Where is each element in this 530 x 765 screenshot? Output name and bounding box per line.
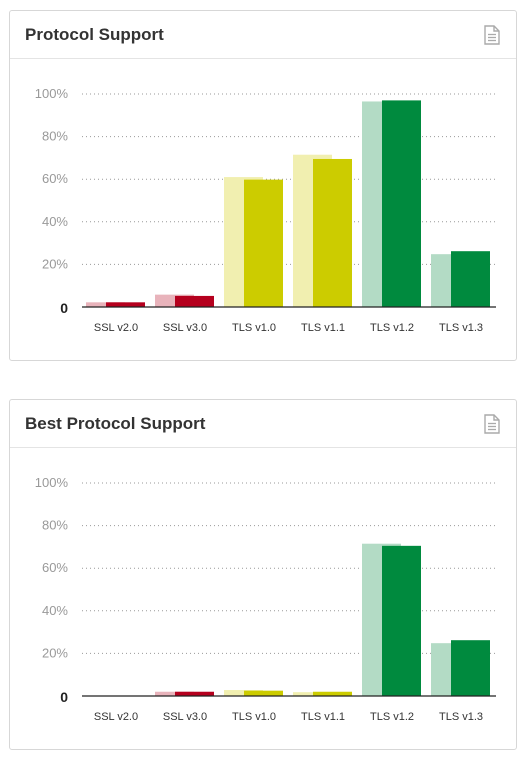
bar-tls-v1-1-s1 (293, 692, 332, 696)
category-label: TLS v1.2 (370, 322, 414, 334)
bar-tls-v1-0-s2 (244, 179, 283, 307)
protocol-support-chart: 0 20% 40% 60% 80% 100% SSL v2.0 SSL v3.0 TLS v1.… (35, 86, 496, 334)
document-icon[interactable] (483, 25, 501, 45)
bar-tls-v1-2-s2 (382, 545, 421, 696)
category-label: TLS v1.3 (439, 711, 483, 723)
bar-tls-v1-3-s2 (451, 251, 490, 307)
bar-ssl-v2-0-s2 (106, 302, 145, 307)
best-protocol-support-chart: 0 20% 40% 60% 80% 100% SSL v2.0 SSL v3.0 TLS v1.… (35, 475, 496, 723)
panel-header: Protocol Support (10, 11, 516, 59)
y-tick-label: 40% (42, 214, 68, 229)
panel-title: Best Protocol Support (25, 414, 206, 433)
category-label: TLS v1.0 (232, 322, 276, 334)
y-tick-label: 60% (42, 560, 68, 575)
bar-ssl-v2-0-s1 (86, 302, 125, 307)
y-tick-label: 100% (35, 475, 69, 490)
category-label: TLS v1.0 (232, 711, 276, 723)
y-tick-label: 0 (60, 689, 68, 705)
category-label: TLS v1.1 (301, 322, 345, 334)
protocol-support-panel: Protocol Support 0 20% 40% 60% 80% 100% SSL v2… (9, 10, 517, 361)
bar-ssl-v3-0-s2 (175, 295, 214, 307)
category-label: SSL v3.0 (163, 322, 207, 334)
y-tick-label: 80% (42, 129, 68, 144)
y-tick-label: 20% (42, 256, 68, 271)
panel-title: Protocol Support (25, 25, 164, 44)
bar-ssl-v3-0-s1 (155, 691, 194, 696)
bar-ssl-v3-0-s2 (175, 691, 214, 696)
category-label: SSL v2.0 (94, 711, 138, 723)
category-label: TLS v1.1 (301, 711, 345, 723)
best-protocol-support-panel: Best Protocol Support 0 20% 40% 60% 80% 100% S… (9, 399, 517, 750)
bar-tls-v1-2-s2 (382, 100, 421, 307)
y-tick-label: 40% (42, 603, 68, 618)
category-label: SSL v3.0 (163, 711, 207, 723)
category-label: TLS v1.2 (370, 711, 414, 723)
bar-tls-v1-1-s2 (313, 158, 352, 307)
y-tick-label: 60% (42, 171, 68, 186)
panel-header: Best Protocol Support (10, 400, 516, 448)
bar-tls-v1-0-s1 (224, 690, 263, 696)
y-tick-label: 80% (42, 518, 68, 533)
y-tick-label: 20% (42, 645, 68, 660)
bar-tls-v1-1-s2 (313, 691, 352, 696)
bar-tls-v1-0-s2 (244, 690, 283, 696)
category-label: SSL v2.0 (94, 322, 138, 334)
document-icon[interactable] (483, 414, 501, 434)
y-tick-label: 100% (35, 86, 69, 101)
bar-tls-v1-3-s2 (451, 640, 490, 696)
y-tick-label: 0 (60, 300, 68, 316)
category-label: TLS v1.3 (439, 322, 483, 334)
